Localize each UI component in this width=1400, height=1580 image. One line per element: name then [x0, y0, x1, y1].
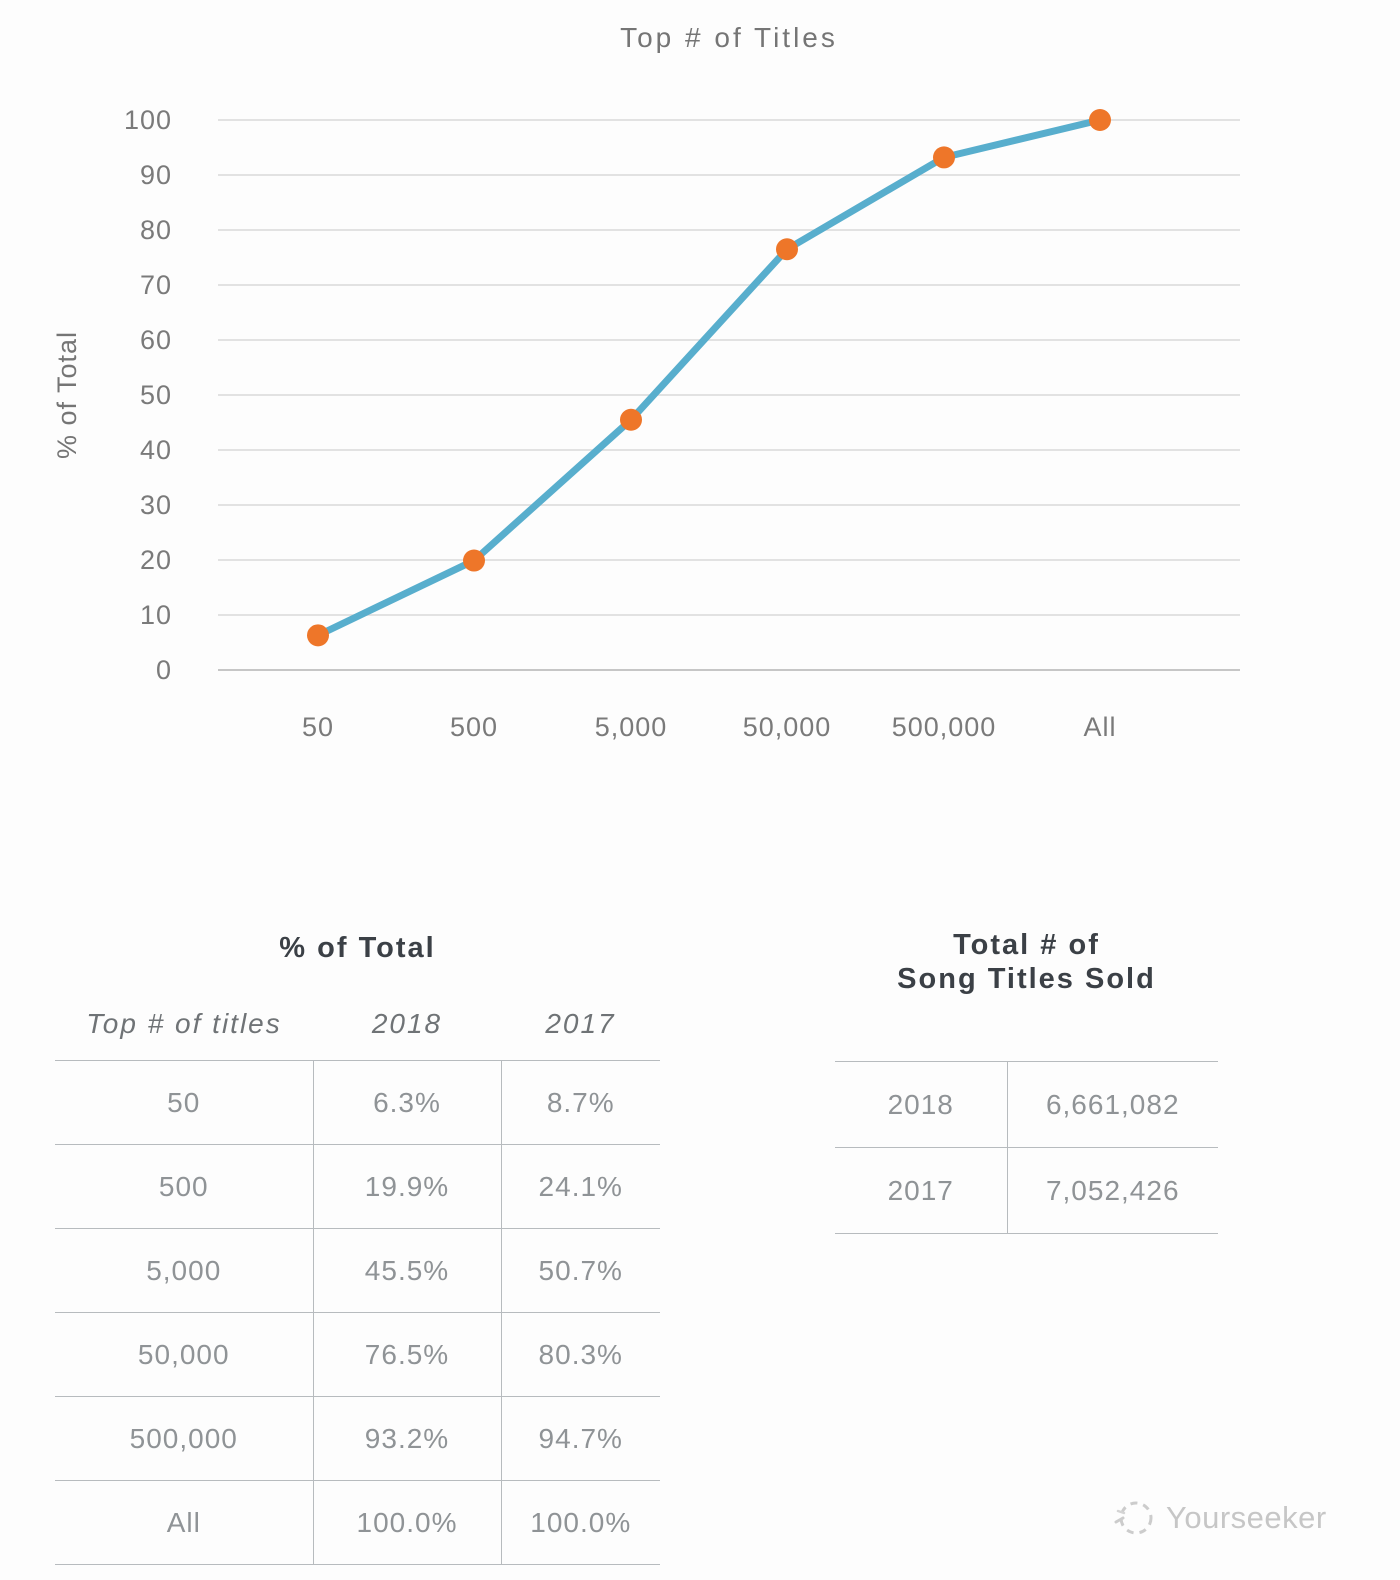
y-tick-label: 100 — [124, 105, 172, 135]
yourseeker-logo-icon — [1114, 1501, 1153, 1535]
percent-table-title: % of Total — [279, 932, 436, 964]
y-tick-label: 20 — [140, 545, 172, 575]
cell-titles: 50,000 — [55, 1312, 313, 1397]
data-point-marker — [933, 146, 955, 169]
cell-year: 2017 — [835, 1147, 1007, 1234]
cell-2017: 24.1% — [500, 1144, 660, 1229]
cell-total: 7,052,426 — [1006, 1147, 1218, 1234]
line-chart: 0 10 20 30 40 50 60 70 80 90 100 50 500 5,000 50,000 50… — [52, 22, 1240, 742]
totals-table-title: Total # of Song Titles Sold — [835, 928, 1218, 996]
cell-titles: 5,000 — [55, 1228, 313, 1313]
y-tick-label: 90 — [140, 160, 172, 190]
y-tick-label: 10 — [140, 600, 172, 630]
cell-2017: 8.7% — [500, 1060, 660, 1145]
table-row: 500 19.9% 24.1% — [55, 1144, 660, 1229]
x-tick-label: 50 — [302, 712, 334, 742]
cell-2018: 19.9% — [312, 1144, 501, 1229]
cell-total: 6,661,082 — [1006, 1061, 1218, 1148]
x-tick-label: 50,000 — [743, 712, 832, 742]
cell-2018: 100.0% — [312, 1480, 501, 1565]
column-header-top-titles: Top # of titles — [86, 1008, 282, 1039]
data-point-marker — [1089, 109, 1111, 131]
total-song-titles-table: 2018 6,661,082 2017 7,052,426 — [835, 1061, 1218, 1234]
data-point-marker — [776, 238, 798, 261]
table-row: 2018 6,661,082 — [835, 1061, 1218, 1148]
column-header-2018: 2018 — [371, 1008, 443, 1039]
y-tick-label: 30 — [140, 490, 172, 520]
x-tick-label: 500 — [450, 712, 498, 742]
x-tick-label: All — [1083, 712, 1116, 742]
y-tick-label: 50 — [140, 380, 172, 410]
table-row: All 100.0% 100.0% — [55, 1480, 660, 1565]
table-row: 500,000 93.2% 94.7% — [55, 1396, 660, 1481]
cell-titles: 500,000 — [55, 1396, 313, 1481]
table-row: 2017 7,052,426 — [835, 1147, 1218, 1234]
x-tick-label: 500,000 — [892, 712, 997, 742]
table-row: 5,000 45.5% 50.7% — [55, 1228, 660, 1313]
cell-2017: 100.0% — [500, 1480, 660, 1565]
table-row: 50 6.3% 8.7% — [55, 1060, 660, 1145]
data-point-marker — [463, 549, 485, 572]
cell-2018: 76.5% — [312, 1312, 501, 1397]
y-tick-label: 40 — [140, 435, 172, 465]
y-tick-label: 60 — [140, 325, 172, 355]
percent-of-total-table: Top # of titles 2018 2017 50 6.3% 8.7% 5… — [55, 988, 660, 1565]
watermark: Yourseeker — [1112, 1496, 1327, 1540]
cell-2017: 94.7% — [500, 1396, 660, 1481]
cell-year: 2018 — [835, 1061, 1007, 1148]
totals-title-line2: Song Titles Sold — [897, 963, 1156, 995]
data-point-marker — [620, 408, 642, 431]
percent-table-header-row: Top # of titles 2018 2017 — [55, 988, 660, 1061]
y-tick-label: 80 — [140, 215, 172, 245]
table-row: 50,000 76.5% 80.3% — [55, 1312, 660, 1397]
chart-title: Top # of Titles — [620, 22, 838, 53]
y-tick-label: 70 — [140, 270, 172, 300]
cell-titles: All — [55, 1480, 313, 1565]
cell-2017: 80.3% — [500, 1312, 660, 1397]
x-tick-label: 5,000 — [595, 712, 668, 742]
cell-2018: 93.2% — [312, 1396, 501, 1481]
cell-2017: 50.7% — [500, 1228, 660, 1313]
data-point-marker — [307, 624, 329, 647]
column-header-2017: 2017 — [545, 1008, 616, 1039]
y-tick-label: 0 — [156, 655, 172, 685]
watermark-label: Yourseeker — [1166, 1500, 1327, 1535]
cell-2018: 45.5% — [312, 1228, 501, 1313]
cell-2018: 6.3% — [312, 1060, 501, 1145]
series-line-2018 — [314, 116, 1104, 639]
cell-titles: 50 — [55, 1060, 313, 1145]
cell-titles: 500 — [55, 1144, 313, 1229]
totals-title-line1: Total # of — [953, 929, 1100, 961]
y-axis-label: % of Total — [52, 331, 82, 459]
